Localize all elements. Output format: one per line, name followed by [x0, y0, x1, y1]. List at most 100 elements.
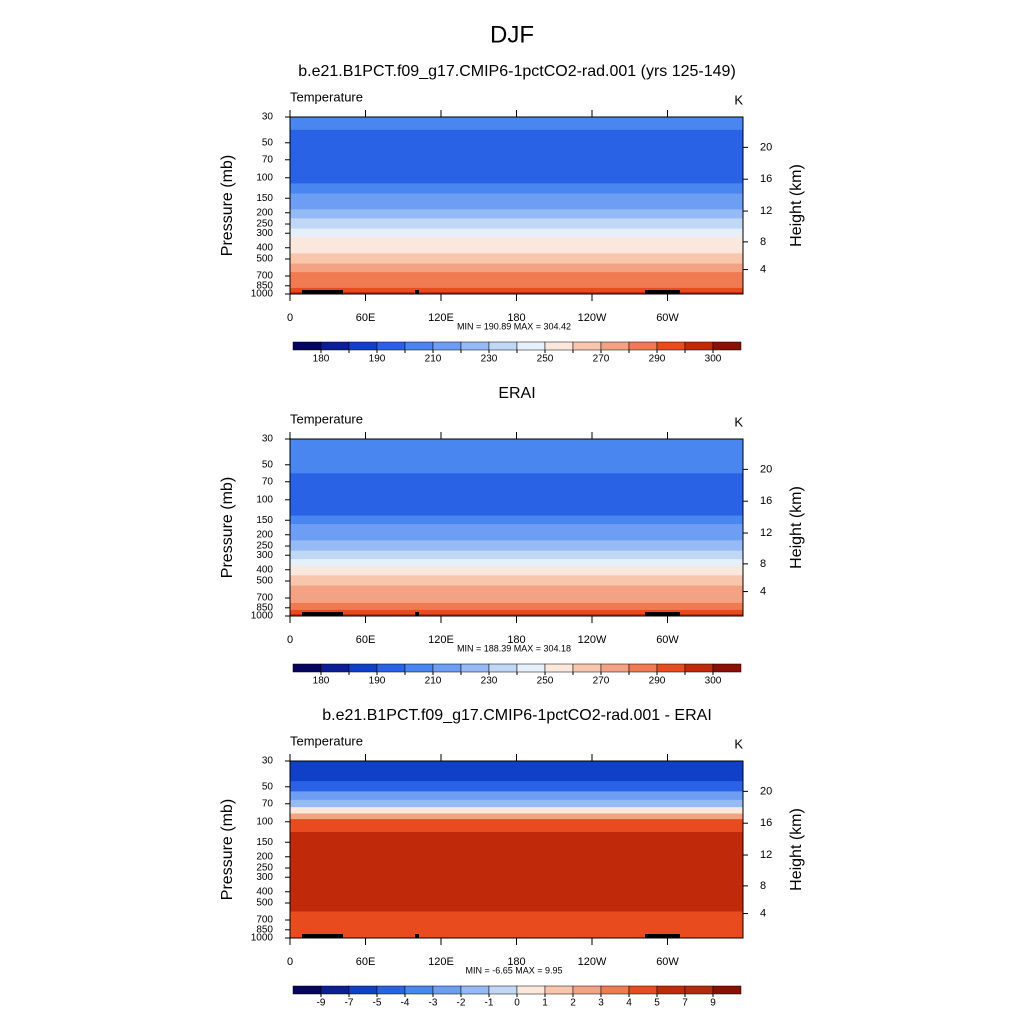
panel-title: b.e21.B1PCT.f09_g17.CMIP6-1pctCO2-rad.00… [298, 63, 736, 80]
colorbar-box [628, 985, 658, 995]
stats-annotation: MIN = -6.65 MAX = 9.95 [465, 965, 562, 975]
field-band [290, 117, 743, 131]
field-band [290, 897, 743, 913]
x-tick-label: 60W [656, 312, 679, 324]
field-band [290, 218, 743, 230]
colorbar-label: 9 [710, 998, 716, 1009]
y2-tick-label: 4 [760, 585, 766, 597]
colorbar-label: -4 [401, 998, 410, 1009]
colorbar-label: -2 [457, 998, 466, 1009]
colorbar-label: 210 [425, 354, 442, 365]
colorbar-label: -5 [373, 998, 382, 1009]
colorbar-box [656, 341, 686, 351]
y-tick-label: 400 [256, 564, 273, 575]
x-tick-label: 60E [356, 956, 376, 968]
colorbar-box [348, 663, 378, 673]
y-tick-label: 700 [256, 593, 273, 604]
y-tick-label: 1000 [251, 933, 274, 944]
field-band [290, 202, 743, 210]
topography [415, 612, 419, 616]
field-band [290, 609, 743, 615]
y-tick-label: 500 [256, 576, 273, 587]
right-label: K [734, 736, 743, 751]
x-tick-label: 0 [287, 956, 293, 968]
left-label: Temperature [290, 89, 363, 104]
x-tick-label: 0 [287, 634, 293, 646]
topography [302, 290, 342, 294]
x-tick-label: 120E [428, 634, 454, 646]
colorbar-label: 7 [682, 998, 688, 1009]
field-band [290, 862, 743, 874]
y-tick-label: 200 [256, 207, 273, 218]
colorbar-box [320, 663, 350, 673]
figure-title: DJF [490, 21, 534, 48]
field-band [290, 559, 743, 567]
x-tick-label: 60E [356, 312, 376, 324]
field-band [290, 819, 743, 833]
y-tick-label: 150 [256, 515, 273, 526]
y-axis-label: Pressure (mb) [219, 799, 236, 900]
field-band [290, 884, 743, 898]
topography [645, 934, 680, 938]
left-label: Temperature [290, 733, 363, 748]
colorbar-label: 5 [654, 998, 660, 1009]
colorbar-box [432, 985, 462, 995]
colorbar-label: 2 [570, 998, 576, 1009]
field-band [290, 272, 743, 282]
field-band [290, 515, 743, 525]
field-band [290, 193, 743, 203]
x-tick-label: 60W [656, 956, 679, 968]
field-band [290, 292, 743, 295]
y-tick-label: 1000 [251, 611, 274, 622]
colorbar-box [404, 663, 434, 673]
field-band [290, 439, 743, 453]
field-band [290, 263, 743, 273]
field-band [290, 151, 743, 170]
colorbar-box [348, 341, 378, 351]
colorbar-box [572, 985, 602, 995]
y-tick-label: 300 [256, 550, 273, 561]
colorbar-label: 190 [369, 354, 386, 365]
colorbar-box [460, 341, 490, 351]
field-band [290, 832, 743, 850]
field-band [290, 872, 743, 885]
colorbar-label: 230 [481, 676, 498, 687]
topography [325, 612, 343, 616]
y-tick-label: 850 [256, 602, 273, 613]
colorbar-label: 180 [313, 676, 330, 687]
colorbar-box [684, 985, 714, 995]
y2-tick-label: 12 [760, 849, 772, 861]
field-band [290, 505, 743, 517]
colorbar-label: 180 [313, 354, 330, 365]
colorbar-box [404, 341, 434, 351]
field-band [290, 594, 743, 604]
field-band [290, 911, 743, 926]
colorbar-box [460, 663, 490, 673]
field-band [290, 531, 743, 541]
y2-tick-label: 4 [760, 907, 766, 919]
field-band [290, 849, 743, 863]
colorbar-label: 250 [537, 676, 554, 687]
field-band [290, 287, 743, 293]
colorbar-box [516, 985, 546, 995]
colorbar-box [292, 985, 322, 995]
y2-tick-label: 16 [760, 817, 772, 829]
x-tick-label: 60W [656, 634, 679, 646]
right-label: K [734, 414, 743, 429]
y2-tick-label: 20 [760, 463, 772, 475]
field-band [290, 791, 743, 801]
y-tick-label: 200 [256, 851, 273, 862]
y-axis-label: Pressure (mb) [219, 155, 236, 256]
colorbar-box [628, 663, 658, 673]
y-tick-label: 70 [262, 154, 274, 165]
field-band [290, 813, 743, 820]
colorbar-box [656, 663, 686, 673]
colorbar-box [348, 985, 378, 995]
field-band [290, 575, 743, 587]
topography [302, 934, 342, 938]
colorbar-box [656, 985, 686, 995]
y2-axis-label: Height (km) [788, 164, 805, 247]
field-band [290, 550, 743, 560]
colorbar-box [544, 341, 574, 351]
field-band [290, 280, 743, 289]
